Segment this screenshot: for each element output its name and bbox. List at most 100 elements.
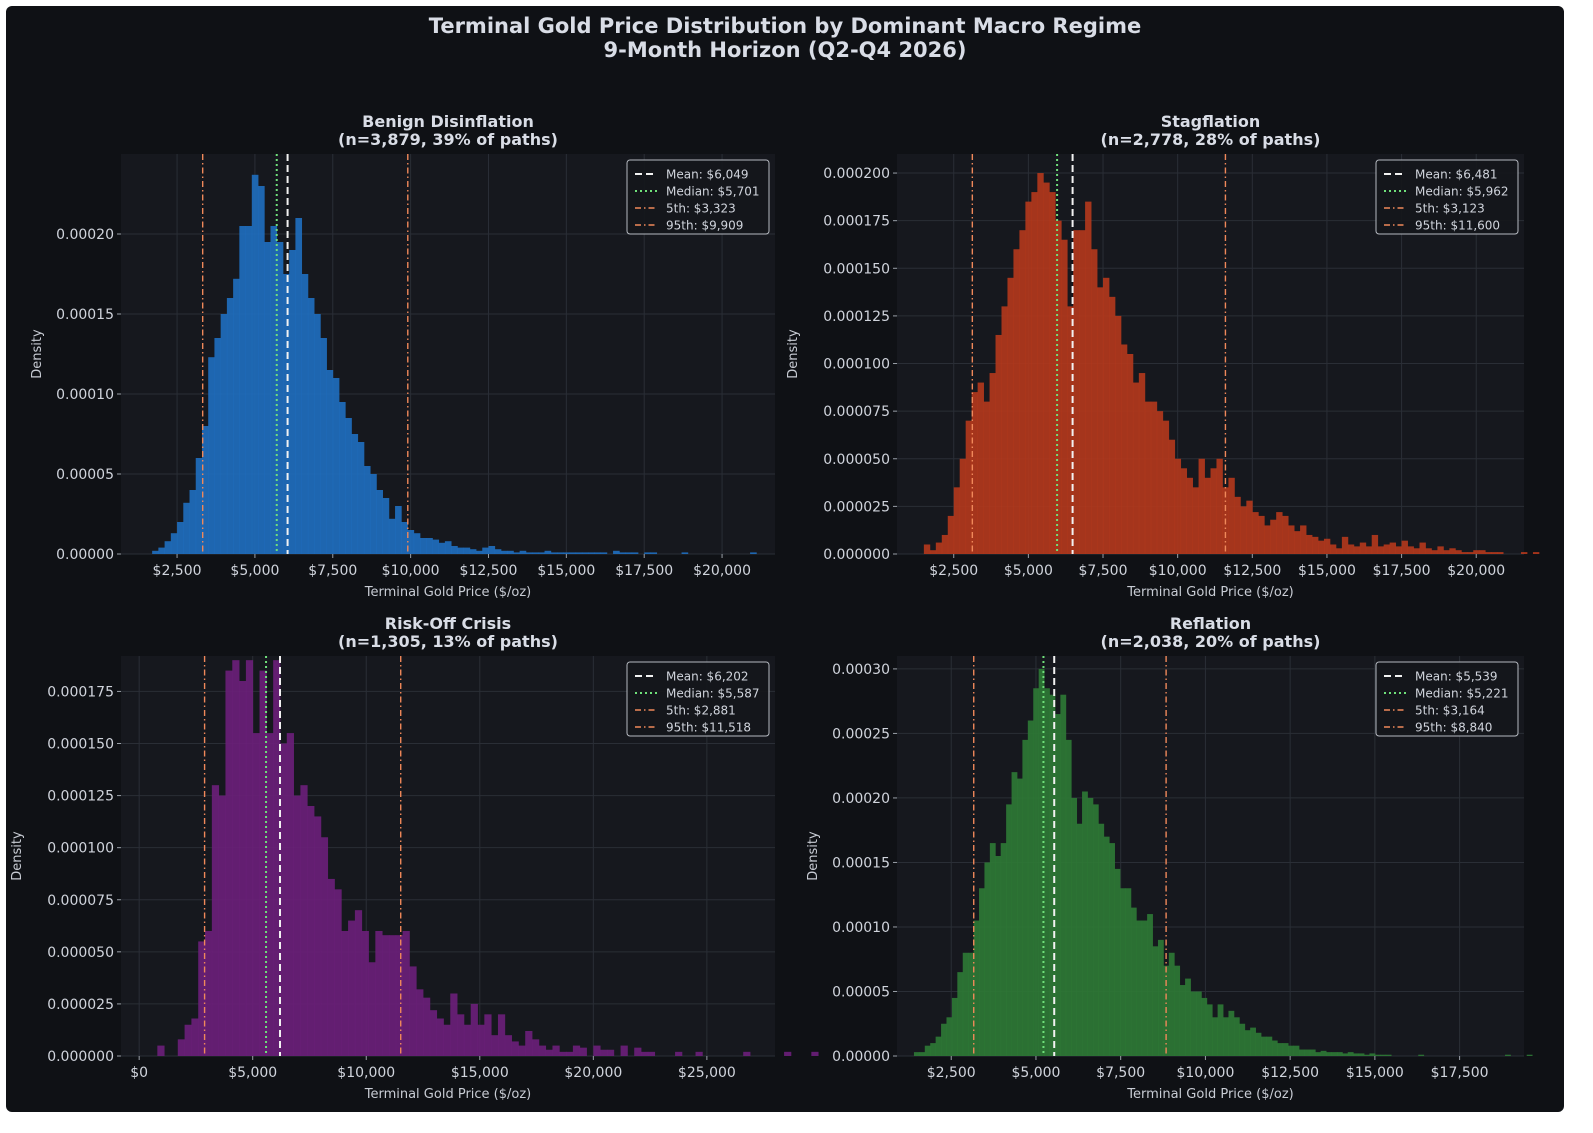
y-tick-label: 0.00000 [56,547,114,563]
x-tick-label: $15,000 [1346,1065,1404,1081]
x-tick-label: $0 [130,1065,148,1081]
histogram-bar [1132,382,1140,554]
histogram-bar [1353,1053,1360,1056]
histogram-bar [1526,1054,1533,1056]
histogram-bar [525,1031,533,1056]
histogram-bar [1210,468,1217,554]
x-tick-label: $10,000 [1149,563,1207,579]
histogram-bar [983,401,990,554]
histogram-bar [191,1018,199,1056]
histogram-bar [1192,487,1199,554]
histogram-bar [1385,1054,1392,1056]
histogram-bar [1443,550,1450,554]
histogram-bar [1419,542,1426,554]
histogram-bar [1067,306,1074,554]
histogram-bar [519,550,527,554]
histogram-bar [1377,546,1385,554]
histogram-bar [559,1051,567,1056]
histogram-bar [239,681,247,1056]
histogram-bar [1144,401,1152,554]
histogram-bar [923,544,931,554]
histogram-bar [1240,506,1247,554]
y-tick-label: 0.00015 [56,307,114,323]
histogram-bar [1138,373,1146,554]
histogram-bar [245,226,253,554]
y-tick-label: 0.000050 [823,452,890,468]
chart-panel: 0.000000 0.000025 0.000050 0.000075 0.000100… [786,112,1540,600]
histogram-bar [484,1014,492,1056]
histogram-bar [232,660,240,1056]
histogram-bar [1027,720,1034,1056]
y-tick-label: 0.000000 [47,1049,114,1065]
histogram-bar [402,931,410,1056]
histogram-bar [995,856,1002,1056]
histogram-bars [923,173,1540,555]
histogram-bar [647,1051,656,1056]
histogram-bar [1061,239,1068,554]
histogram-bar [1521,552,1528,554]
x-tick-label: $12,500 [1223,563,1281,579]
histogram-bar [273,660,281,1056]
x-tick-label: $7,500 [1079,563,1128,579]
histogram-bar [1126,354,1134,554]
histogram-bar [1130,907,1137,1056]
histogram-bar [641,1051,649,1056]
histogram-bar [239,226,246,554]
histogram-bar [368,962,376,1056]
histogram-bar [409,966,417,1056]
histogram-bar [1369,1053,1376,1056]
histogram-bar [1276,512,1283,554]
histogram-bar [1049,192,1056,554]
legend-label-p95: 95th: $11,518 [666,721,751,735]
histogram-bar [593,1045,601,1056]
histogram-bar [457,1014,465,1056]
histogram-bar [1016,778,1023,1056]
y-tick-label: 0.00000 [832,1049,890,1065]
histogram-bar [507,550,514,554]
histogram-bar [1234,496,1241,554]
histogram-bar [1011,772,1018,1056]
histogram-bar [201,426,209,554]
histogram-bar [1109,843,1115,1056]
x-tick-label: $10,000 [1176,1065,1234,1081]
histogram-bar [1407,546,1414,554]
histogram-bar [1473,550,1480,554]
histogram-bar [189,490,197,554]
histogram-bar [1206,1004,1213,1056]
histogram-bar [750,552,757,554]
histogram-bar [545,1049,553,1056]
panel-title: Stagflation [1161,112,1261,131]
histogram-bar [500,550,508,554]
histogram-bar [279,743,288,1056]
legend-label-p5: 5th: $2,881 [666,704,736,718]
histogram-bar [1336,1052,1343,1056]
histogram-bar [1282,1043,1289,1056]
histogram-bar [953,487,961,554]
histogram-bar [286,733,294,1056]
histogram-bar [650,552,658,554]
histogram-bar [1485,552,1492,554]
y-tick-label: 0.000025 [823,499,890,515]
x-tick-label: $15,000 [451,1065,509,1081]
x-tick-label: $10,000 [337,1065,395,1081]
histogram-bar [1152,946,1159,1056]
histogram-bar [951,997,958,1056]
histogram-bar [157,1045,165,1056]
histogram-bar [1246,500,1253,554]
histogram-bar [1252,512,1259,554]
histogram-bar [550,552,558,554]
histogram-bar [1180,468,1188,554]
histogram-bar [1326,1052,1332,1056]
y-tick-label: 0.000025 [47,997,114,1013]
histogram-bar [307,298,315,554]
histogram-bar [1043,182,1050,555]
histogram-bar [205,931,213,1056]
y-axis-label: Density [806,831,821,881]
histogram-bar [270,226,278,554]
y-tick-label: 0.00010 [56,387,114,403]
histogram-bar [919,1052,926,1056]
histogram-bar [289,250,296,554]
histogram-bar [977,382,984,554]
histogram-bar [1335,548,1343,554]
legend-label-median: Median: $5,701 [666,185,760,199]
